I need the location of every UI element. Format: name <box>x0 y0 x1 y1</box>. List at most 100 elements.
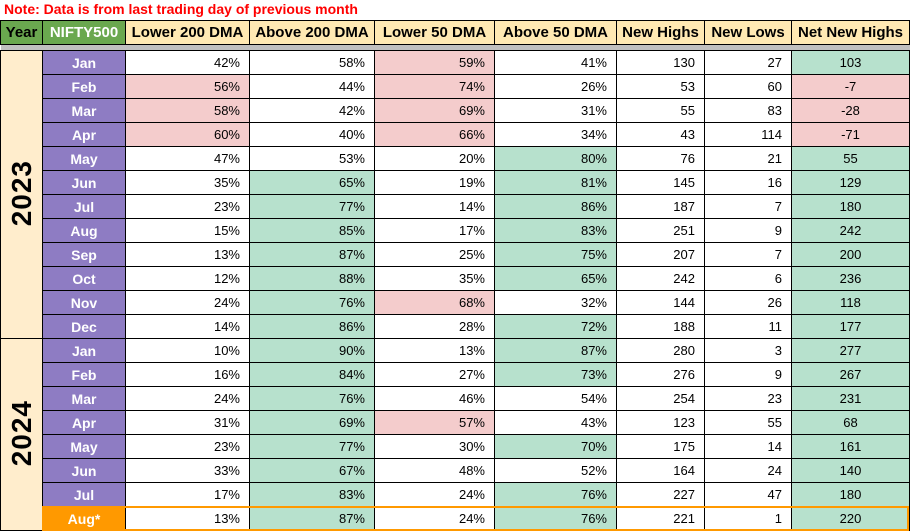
data-cell: 87% <box>249 242 375 267</box>
data-cell: 83% <box>249 482 375 507</box>
data-cell: 77% <box>249 194 375 219</box>
data-cell: 180 <box>791 194 910 219</box>
data-cell: 86% <box>249 314 375 339</box>
month-cell: Jul <box>42 482 126 507</box>
data-cell: 16% <box>125 362 250 387</box>
month-cell: Mar <box>42 386 126 411</box>
data-cell: 43 <box>616 122 705 147</box>
data-cell: 23% <box>125 434 250 459</box>
data-cell: 277 <box>791 338 910 363</box>
data-cell: 76% <box>494 482 617 507</box>
data-cell: 26% <box>494 74 617 99</box>
data-cell: 221 <box>616 506 705 531</box>
data-cell: 83% <box>494 218 617 243</box>
data-cell: 48% <box>374 458 495 483</box>
data-cell: 14 <box>704 434 792 459</box>
table-row: Aug 15% 85% 17% 83% 251 9 242 <box>1 218 910 243</box>
data-cell: 47% <box>125 146 250 171</box>
table-row: Mar 58% 42% 69% 31% 55 83 -28 <box>1 98 910 123</box>
data-cell: 69% <box>374 98 495 123</box>
data-cell: 56% <box>125 74 250 99</box>
column-header: New Lows <box>704 20 792 45</box>
table-row: Feb 16% 84% 27% 73% 276 9 267 <box>1 362 910 387</box>
month-cell: Feb <box>42 74 126 99</box>
data-cell: 267 <box>791 362 910 387</box>
data-cell: 35% <box>374 266 495 291</box>
data-cell: 42% <box>125 50 250 75</box>
table-header: Year NIFTY500 Lower 200 DMA Above 200 DMA Lo… <box>0 20 910 45</box>
data-cell: 42% <box>249 98 375 123</box>
breadth-table: Year NIFTY500 Lower 200 DMA Above 200 DMA Lo… <box>0 20 910 531</box>
data-cell: 85% <box>249 218 375 243</box>
data-cell: 11 <box>704 314 792 339</box>
data-cell: 13% <box>374 338 495 363</box>
data-cell: 77% <box>249 434 375 459</box>
month-cell: Dec <box>42 314 126 339</box>
data-cell: 180 <box>791 482 910 507</box>
data-cell: 27 <box>704 50 792 75</box>
month-cell: May <box>42 146 126 171</box>
data-cell: 59% <box>374 50 495 75</box>
table-body: 2023 Jan 42% 58% 59% 41% 130 27 103 Feb 56% 44% 74% 2… <box>0 44 910 531</box>
month-cell: May <box>42 434 126 459</box>
data-cell: 251 <box>616 218 705 243</box>
column-header: Above 200 DMA <box>249 20 375 45</box>
month-cell: Jul <box>42 194 126 219</box>
data-cell: 27% <box>374 362 495 387</box>
data-cell: 129 <box>791 170 910 195</box>
year-cell: 2023 <box>0 50 43 339</box>
data-cell: 31% <box>125 410 250 435</box>
header-row: Year NIFTY500 Lower 200 DMA Above 200 DMA Lo… <box>0 20 910 45</box>
data-cell: 9 <box>704 362 792 387</box>
table-row: May 47% 53% 20% 80% 76 21 55 <box>1 146 910 171</box>
column-header: Lower 50 DMA <box>374 20 495 45</box>
data-cell: 207 <box>616 242 705 267</box>
data-cell: 70% <box>494 434 617 459</box>
month-cell: Jan <box>42 338 126 363</box>
data-cell: -28 <box>791 98 910 123</box>
data-cell: 76% <box>249 290 375 315</box>
data-cell: 28% <box>374 314 495 339</box>
data-cell: 1 <box>704 506 792 531</box>
data-cell: 60% <box>125 122 250 147</box>
data-cell: 103 <box>791 50 910 75</box>
data-cell: 16 <box>704 170 792 195</box>
data-cell: 68 <box>791 410 910 435</box>
data-cell: 90% <box>249 338 375 363</box>
data-cell: 114 <box>704 122 792 147</box>
table-row: Apr 60% 40% 66% 34% 43 114 -71 <box>1 122 910 147</box>
data-cell: 69% <box>249 410 375 435</box>
table-row: Sep 13% 87% 25% 75% 207 7 200 <box>1 242 910 267</box>
month-cell: Apr <box>42 122 126 147</box>
data-cell: 24% <box>374 506 495 531</box>
data-cell: 41% <box>494 50 617 75</box>
data-cell: 30% <box>374 434 495 459</box>
data-cell: 46% <box>374 386 495 411</box>
month-cell: Sep <box>42 242 126 267</box>
data-cell: 88% <box>249 266 375 291</box>
data-cell: 75% <box>494 242 617 267</box>
data-cell: 13% <box>125 506 250 531</box>
data-cell: 242 <box>616 266 705 291</box>
data-cell: 177 <box>791 314 910 339</box>
column-header: Lower 200 DMA <box>125 20 250 45</box>
data-cell: 15% <box>125 218 250 243</box>
data-cell: 76% <box>249 386 375 411</box>
data-cell: 13% <box>125 242 250 267</box>
table-row: May 23% 77% 30% 70% 175 14 161 <box>1 434 910 459</box>
data-cell: 17% <box>125 482 250 507</box>
month-cell: Aug <box>42 218 126 243</box>
data-cell: 73% <box>494 362 617 387</box>
data-cell: 87% <box>494 338 617 363</box>
data-cell: 123 <box>616 410 705 435</box>
data-cell: 280 <box>616 338 705 363</box>
data-cell: 53 <box>616 74 705 99</box>
column-header: Above 50 DMA <box>494 20 617 45</box>
table-row: Aug* 13% 87% 24% 76% 221 1 220 <box>1 506 910 531</box>
data-cell: 60 <box>704 74 792 99</box>
data-cell: 140 <box>791 458 910 483</box>
data-cell: 17% <box>374 218 495 243</box>
data-cell: 23 <box>704 386 792 411</box>
data-cell: 83 <box>704 98 792 123</box>
data-cell: 58% <box>249 50 375 75</box>
